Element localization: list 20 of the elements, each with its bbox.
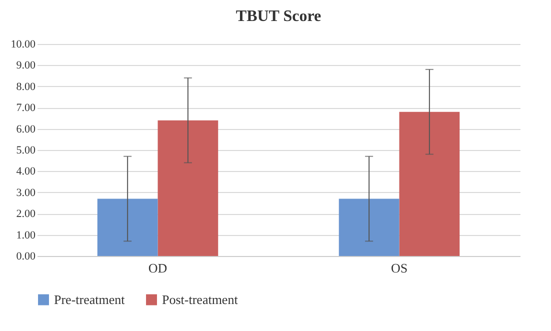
y-tick-label: 0.00 [16, 250, 36, 262]
y-tick-label: 6.00 [16, 123, 36, 136]
y-tick-label: 7.00 [16, 102, 36, 114]
bar [97, 198, 158, 256]
y-tick-label: 5.00 [16, 144, 36, 156]
y-tick-label: 10.00 [10, 38, 36, 50]
x-tick-label: OD [148, 260, 168, 276]
bar [338, 198, 400, 256]
y-tick-label: 1.00 [16, 229, 36, 242]
legend-label: Pre-treatment [54, 292, 126, 307]
bar [399, 112, 460, 256]
legend-label: Post-treatment [162, 292, 238, 307]
x-tick-label: OS [390, 260, 408, 276]
y-tick-label: 2.00 [16, 208, 36, 220]
y-tick-label: 3.00 [16, 186, 36, 199]
chart-title: TBUT Score [236, 8, 322, 25]
y-tick-label: 9.00 [16, 60, 36, 72]
y-tick-label: 4.00 [16, 166, 36, 178]
y-tick-label: 8.00 [16, 80, 36, 93]
bar [158, 120, 218, 256]
